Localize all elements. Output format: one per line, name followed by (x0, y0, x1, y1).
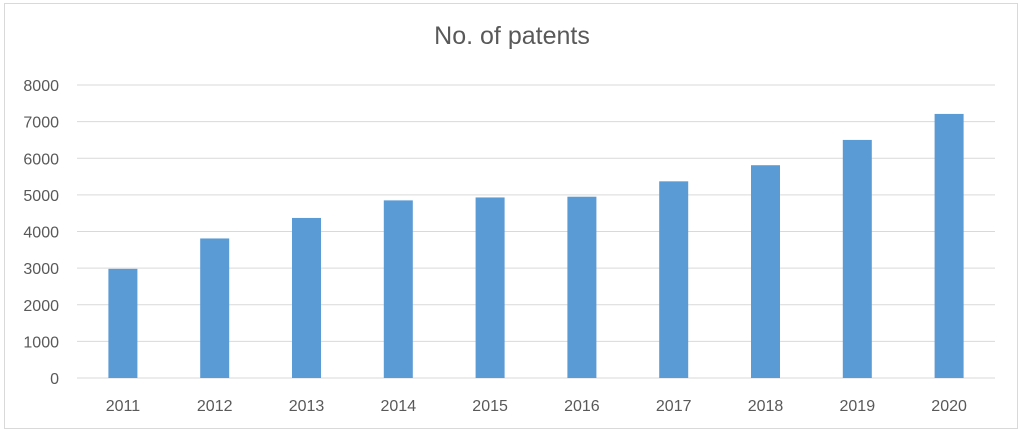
y-tick-label: 2000 (23, 298, 59, 315)
y-tick-label: 3000 (23, 261, 59, 278)
bar-2020 (934, 113, 964, 378)
x-tick-label: 2012 (197, 398, 233, 415)
bar-2012 (200, 238, 230, 378)
y-tick-label: 8000 (23, 78, 59, 95)
x-tick-label: 2011 (106, 398, 141, 415)
x-axis-tick-labels: 2011 2012 2013 2014 2015 2016 2017 2018 2019 2020 (106, 398, 967, 415)
y-tick-label: 7000 (23, 115, 59, 132)
bars (108, 113, 964, 378)
x-tick-label: 2017 (656, 398, 692, 415)
bar-2013 (292, 217, 321, 378)
x-tick-label: 2016 (564, 398, 600, 415)
y-tick-label: 1000 (23, 334, 59, 351)
x-tick-label: 2018 (748, 398, 784, 415)
x-tick-label: 2014 (381, 398, 417, 415)
y-tick-label: 6000 (23, 151, 59, 168)
bar-2011 (108, 268, 138, 378)
bar-2015 (475, 197, 505, 378)
y-axis-tick-labels: 0 1000 2000 3000 4000 5000 6000 7000 8000 (23, 78, 59, 388)
y-tick-label: 5000 (23, 188, 59, 205)
x-tick-label: 2013 (289, 398, 325, 415)
bar-2014 (383, 200, 413, 378)
x-tick-label: 2015 (472, 398, 508, 415)
bar-2016 (567, 196, 597, 378)
chart-title: No. of patents (434, 22, 590, 50)
gridlines (77, 84, 995, 379)
y-tick-label: 0 (50, 371, 59, 388)
bar-2018 (751, 165, 780, 378)
x-tick-label: 2019 (840, 398, 876, 415)
bar-2017 (659, 181, 689, 378)
y-tick-label: 4000 (23, 225, 59, 242)
x-tick-label: 2020 (931, 398, 967, 415)
bar-2019 (842, 139, 872, 378)
